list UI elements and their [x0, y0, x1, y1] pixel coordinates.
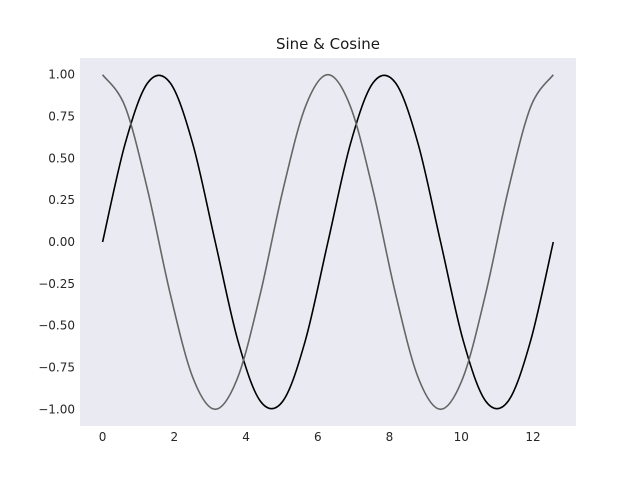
- y-tick-label: 0.50: [48, 151, 75, 165]
- sine-line: [101, 74, 555, 410]
- chart-title: Sine & Cosine: [276, 35, 380, 53]
- x-tick-label: 2: [171, 430, 179, 444]
- x-tick-label: 12: [525, 430, 540, 444]
- cosine-line: [101, 73, 554, 411]
- y-tick-label: 0.00: [48, 235, 75, 249]
- x-tick-labels: 0 2 4 6 8 10 12: [99, 430, 541, 444]
- y-tick-label: −1.00: [38, 402, 75, 416]
- x-tick-label: 10: [454, 430, 469, 444]
- series-layer: [101, 73, 555, 411]
- y-tick-label: −0.25: [38, 277, 75, 291]
- y-tick-label: 0.75: [48, 110, 75, 124]
- y-tick-label: −0.50: [38, 319, 75, 333]
- x-tick-label: 8: [386, 430, 394, 444]
- y-tick-labels: 1.00 0.75 0.50 0.25 0.00 −0.25 −0.50 −0.75 −1.00: [38, 68, 75, 417]
- y-tick-label: 1.00: [48, 68, 75, 82]
- x-tick-label: 6: [314, 430, 322, 444]
- y-tick-label: −0.75: [38, 360, 75, 374]
- x-tick-label: 4: [242, 430, 250, 444]
- x-tick-label: 0: [99, 430, 107, 444]
- y-tick-label: 0.25: [48, 193, 75, 207]
